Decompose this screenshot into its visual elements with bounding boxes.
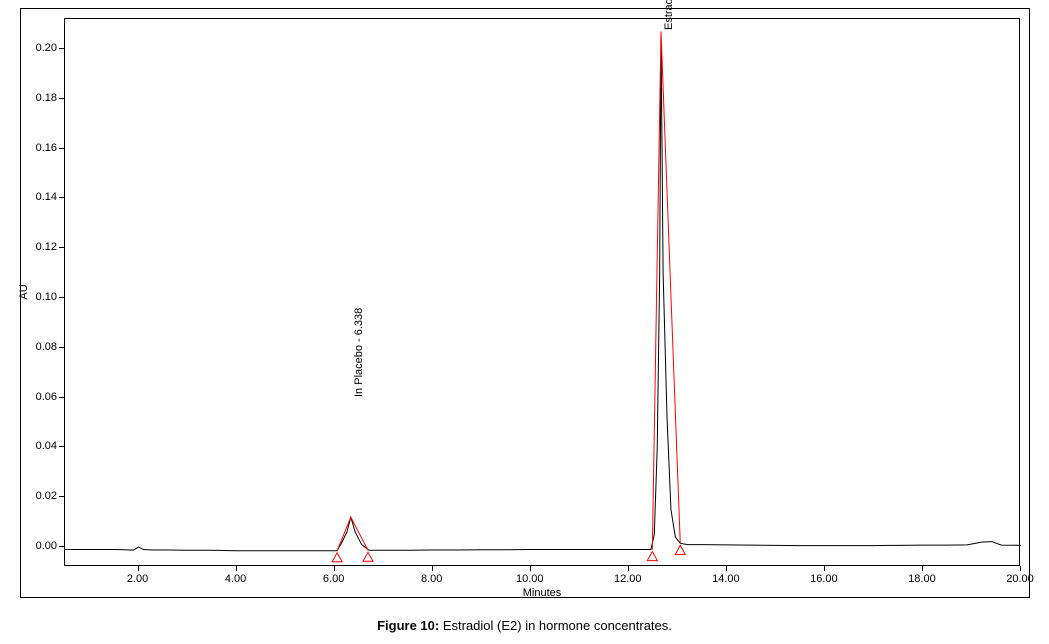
x-tick [138,566,139,571]
figure-caption: Figure 10: Estradiol (E2) in hormone con… [0,618,1049,633]
x-tick [726,566,727,571]
x-tick-label: 6.00 [323,573,344,585]
y-tick-label: 0.10 [36,291,57,303]
x-tick [334,566,335,571]
y-tick [59,297,64,298]
y-tick [59,546,64,547]
x-tick-label: 8.00 [421,573,442,585]
x-tick [236,566,237,571]
x-tick-label: 2.00 [127,573,148,585]
x-tick [530,566,531,571]
y-tick [59,397,64,398]
peak-markers [65,19,1021,587]
x-tick-label: 12.00 [614,573,642,585]
y-tick-label: 0.06 [36,391,57,403]
x-tick [1020,566,1021,571]
y-tick-label: 0.00 [36,540,57,552]
peak-label: In Placebo - 6.338 [353,307,365,396]
y-tick [59,347,64,348]
x-axis-label: Minutes [523,587,562,599]
y-tick-label: 0.02 [36,490,57,502]
y-tick [59,247,64,248]
y-tick-label: 0.14 [36,191,57,203]
x-tick-label: 10.00 [516,573,544,585]
x-tick [432,566,433,571]
y-tick [59,48,64,49]
x-tick [628,566,629,571]
x-tick-label: 4.00 [225,573,246,585]
x-tick [922,566,923,571]
x-tick-label: 16.00 [810,573,838,585]
x-tick-label: 18.00 [908,573,936,585]
y-tick [59,148,64,149]
caption-text: Estradiol (E2) in hormone concentrates. [439,618,672,633]
y-tick [59,98,64,99]
y-tick [59,446,64,447]
y-tick-label: 0.08 [36,341,57,353]
caption-bold: Figure 10: [377,618,439,633]
y-tick [59,496,64,497]
y-tick [59,197,64,198]
chromatogram-plot [64,18,1020,566]
peak-label: Estradiol (E2) - 12.657 [663,0,675,30]
x-tick-label: 20.00 [1006,573,1034,585]
y-tick-label: 0.12 [36,241,57,253]
y-axis-label: AU [18,284,30,299]
y-tick-label: 0.16 [36,142,57,154]
x-tick-label: 14.00 [712,573,740,585]
y-tick-label: 0.20 [36,42,57,54]
y-tick-label: 0.18 [36,92,57,104]
y-tick-label: 0.04 [36,440,57,452]
x-tick [824,566,825,571]
